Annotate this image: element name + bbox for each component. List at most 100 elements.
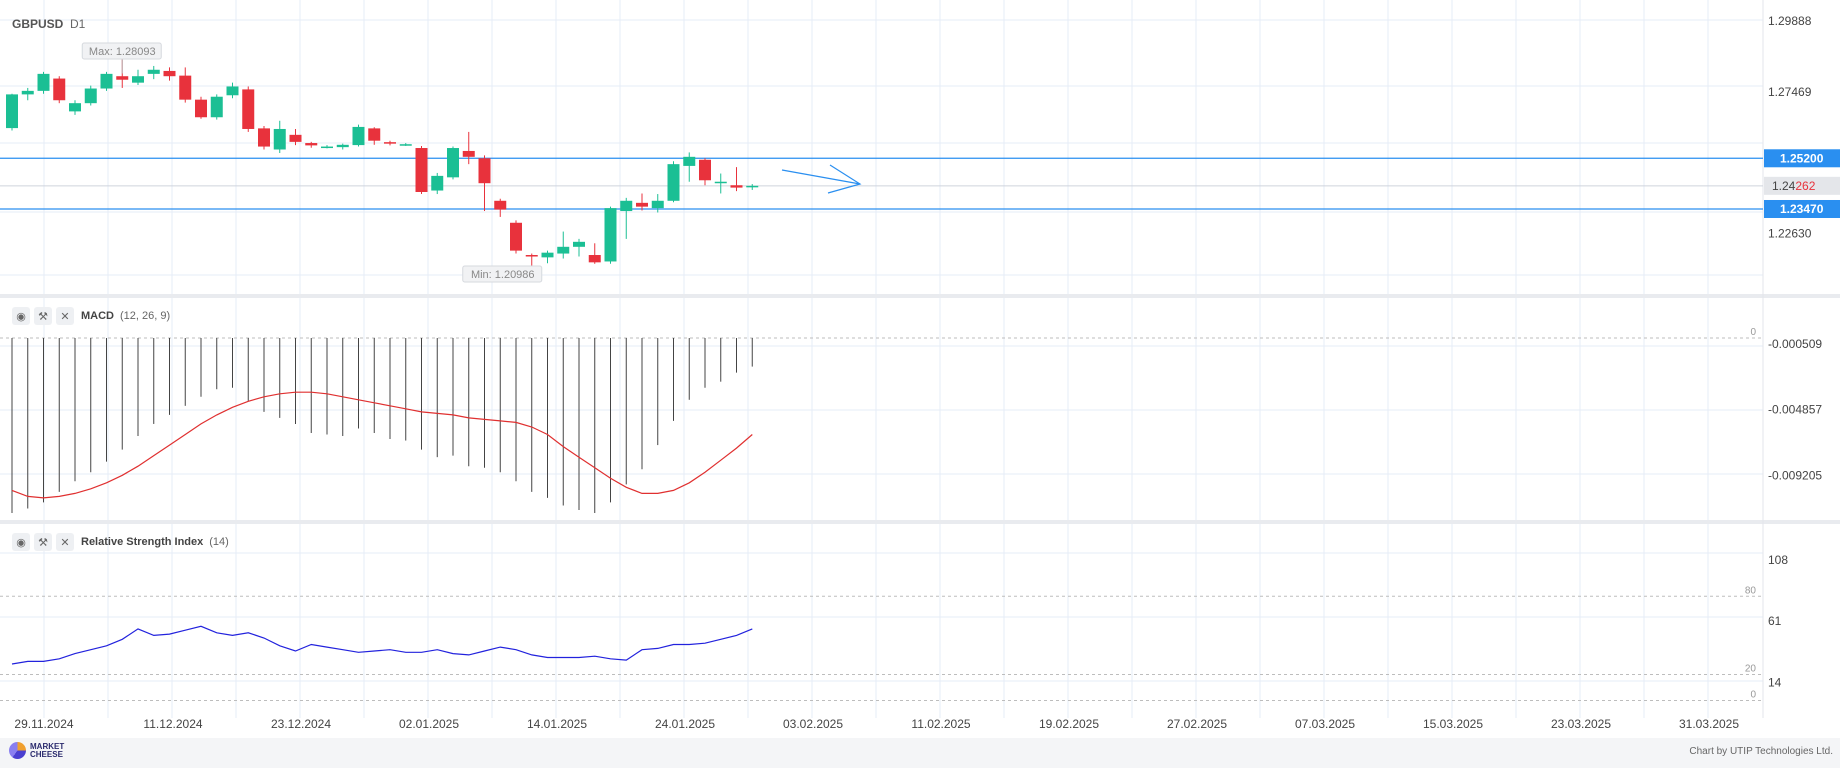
candle-body xyxy=(462,150,475,157)
rsi-band-label: 0 xyxy=(1750,690,1756,701)
forecast-arrow-head xyxy=(827,164,862,194)
candle-body xyxy=(399,144,412,146)
candle-body xyxy=(242,89,255,129)
logo-mark-icon xyxy=(9,742,26,759)
market-cheese-logo[interactable]: MARKET CHEESE xyxy=(9,742,64,759)
candle-body xyxy=(714,181,727,184)
candle-body xyxy=(541,252,554,258)
candle-body xyxy=(305,143,318,146)
candle-body xyxy=(336,144,349,148)
candle-body xyxy=(604,208,617,262)
macd-zero-label: 0 xyxy=(1750,327,1756,338)
max-label-box xyxy=(81,42,162,60)
x-axis-date-label: 31.03.2025 xyxy=(1679,717,1739,731)
chart-credit: Chart by UTIP Technologies Ltd. xyxy=(1689,746,1833,757)
rsi-visibility-eye-icon[interactable]: ◉ xyxy=(12,533,30,551)
min-price-label: Min: 1.20986 xyxy=(471,269,535,281)
candle-body xyxy=(478,158,491,184)
symbol-name: GBPUSD xyxy=(12,17,64,31)
macd-name: MACD xyxy=(81,310,114,322)
x-axis-date-label: 24.01.2025 xyxy=(655,717,715,731)
candle-body xyxy=(84,88,97,104)
candle-body xyxy=(116,76,129,80)
chart-canvas[interactable]: 29.11.2024 11.12.2024 23.12.2024 02.01.2025… xyxy=(0,0,1840,738)
rsi-band-label: 80 xyxy=(1745,585,1757,596)
level-price-label: 1.23470 xyxy=(1780,202,1824,216)
footer-bar xyxy=(0,738,1840,768)
x-axis-date-label: 03.02.2025 xyxy=(783,717,843,731)
candle-body xyxy=(258,128,270,147)
macd-axis-label: -0.004857 xyxy=(1768,403,1822,417)
candle-body xyxy=(525,255,538,257)
candle-body xyxy=(273,128,286,150)
level-price-label: 1.25200 xyxy=(1780,151,1824,165)
candle-body xyxy=(415,148,428,192)
candle-body xyxy=(226,86,239,96)
candle-body xyxy=(195,99,207,118)
candle-body xyxy=(699,159,711,181)
candle-body xyxy=(573,241,585,247)
forecast-arrow-shaft xyxy=(781,169,861,185)
candle-body xyxy=(132,76,144,83)
macd-axis-label: -0.009205 xyxy=(1768,468,1822,482)
price-axis-label: 1.29888 xyxy=(1768,14,1812,28)
rsi-settings-wrench-icon[interactable]: ⚒ xyxy=(34,533,52,551)
x-axis-date-label: 11.12.2024 xyxy=(143,717,202,731)
rsi-name: Relative Strength Index xyxy=(81,536,204,548)
level-price-tag xyxy=(1764,149,1840,168)
candle-body xyxy=(730,185,743,188)
candle-body xyxy=(37,73,50,91)
timeframe-label: D1 xyxy=(70,17,86,31)
x-axis-date-label: 23.12.2024 xyxy=(271,717,331,731)
candle-body xyxy=(69,103,81,112)
candle-body xyxy=(651,200,664,209)
candle-body xyxy=(431,175,444,191)
candle-body xyxy=(179,75,192,100)
candle-body xyxy=(683,156,696,166)
candle-body xyxy=(352,126,365,146)
candle-body xyxy=(746,185,759,188)
logo-line2: CHEESE xyxy=(30,749,63,759)
x-axis-date-label: 29.11.2024 xyxy=(14,717,73,731)
rsi-pane-title: Relative Strength Index (14) xyxy=(81,536,229,548)
rsi-band-label: 20 xyxy=(1745,663,1757,674)
macd-close-icon[interactable]: ✕ xyxy=(56,307,74,325)
macd-axis-label: -0.000509 xyxy=(1768,337,1822,351)
candle-body xyxy=(53,78,66,101)
x-axis-date-label: 14.01.2025 xyxy=(527,717,587,731)
logo-text: MARKET CHEESE xyxy=(30,741,65,759)
candle-body xyxy=(494,200,507,210)
macd-pane-title: MACD (12, 26, 9) xyxy=(81,310,170,322)
candle-body xyxy=(21,90,34,95)
price-axis-label: 1.22630 xyxy=(1768,227,1812,241)
max-price-label: Max: 1.28093 xyxy=(89,46,156,58)
candle-body xyxy=(368,128,381,141)
x-axis-date-label: 02.01.2025 xyxy=(399,717,459,731)
rsi-close-icon[interactable]: ✕ xyxy=(56,533,74,551)
price-axis-label: 1.27469 xyxy=(1768,85,1812,99)
candle-body xyxy=(620,200,633,212)
pane-separator xyxy=(0,294,1840,298)
candle-body xyxy=(557,246,570,254)
macd-signal-line xyxy=(11,391,753,499)
candle-body xyxy=(510,222,522,251)
macd-visibility-eye-icon[interactable]: ◉ xyxy=(12,307,30,325)
x-axis-date-label: 07.03.2025 xyxy=(1295,717,1355,731)
x-axis-date-label: 19.02.2025 xyxy=(1039,717,1099,731)
candle-body xyxy=(588,255,601,263)
level-price-tag xyxy=(1764,199,1840,218)
rsi-params: (14) xyxy=(209,536,229,548)
rsi-axis-label: 14 xyxy=(1768,675,1782,689)
current-price-label: 1.24262 xyxy=(1772,179,1816,193)
logo-line1: MARKET xyxy=(30,741,65,751)
candle-body xyxy=(636,202,648,207)
candle-body xyxy=(6,94,18,129)
x-axis-date-label: 23.03.2025 xyxy=(1551,717,1611,731)
candle-body xyxy=(667,164,680,201)
rsi-axis-label: 108 xyxy=(1768,553,1788,567)
pane-separator xyxy=(0,520,1840,524)
macd-settings-wrench-icon[interactable]: ⚒ xyxy=(34,307,52,325)
rsi-line xyxy=(11,625,753,665)
candle-body xyxy=(384,142,396,144)
